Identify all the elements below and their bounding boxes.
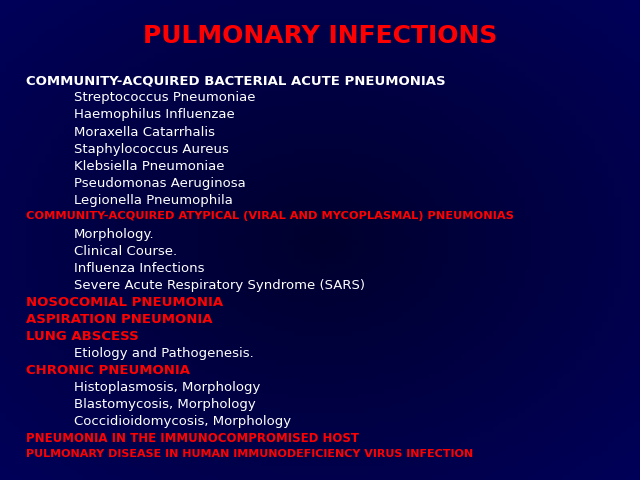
Text: Moraxella Catarrhalis: Moraxella Catarrhalis xyxy=(74,126,214,139)
Text: Morphology.: Morphology. xyxy=(74,228,154,241)
Text: Klebsiella Pneumoniae: Klebsiella Pneumoniae xyxy=(74,159,224,173)
Text: ASPIRATION PNEUMONIA: ASPIRATION PNEUMONIA xyxy=(26,313,212,326)
Text: COMMUNITY-ACQUIRED BACTERIAL ACUTE PNEUMONIAS: COMMUNITY-ACQUIRED BACTERIAL ACUTE PNEUM… xyxy=(26,74,445,87)
Text: LUNG ABSCESS: LUNG ABSCESS xyxy=(26,330,138,343)
Text: Staphylococcus Aureus: Staphylococcus Aureus xyxy=(74,143,228,156)
Text: Influenza Infections: Influenza Infections xyxy=(74,262,204,275)
Text: Severe Acute Respiratory Syndrome (SARS): Severe Acute Respiratory Syndrome (SARS) xyxy=(74,279,365,292)
Text: Streptococcus Pneumoniae: Streptococcus Pneumoniae xyxy=(74,91,255,105)
Text: PULMONARY DISEASE IN HUMAN IMMUNODEFICIENCY VIRUS INFECTION: PULMONARY DISEASE IN HUMAN IMMUNODEFICIE… xyxy=(26,449,473,459)
Text: Pseudomonas Aeruginosa: Pseudomonas Aeruginosa xyxy=(74,177,245,190)
Text: CHRONIC PNEUMONIA: CHRONIC PNEUMONIA xyxy=(26,364,189,377)
Text: Clinical Course.: Clinical Course. xyxy=(74,245,177,258)
Text: Histoplasmosis, Morphology: Histoplasmosis, Morphology xyxy=(74,381,260,394)
Text: NOSOCOMIAL PNEUMONIA: NOSOCOMIAL PNEUMONIA xyxy=(26,296,223,309)
Text: PULMONARY INFECTIONS: PULMONARY INFECTIONS xyxy=(143,24,497,48)
Text: Haemophilus Influenzae: Haemophilus Influenzae xyxy=(74,108,234,121)
Text: PNEUMONIA IN THE IMMUNOCOMPROMISED HOST: PNEUMONIA IN THE IMMUNOCOMPROMISED HOST xyxy=(26,432,358,445)
Text: Etiology and Pathogenesis.: Etiology and Pathogenesis. xyxy=(74,347,253,360)
Text: Legionella Pneumophila: Legionella Pneumophila xyxy=(74,193,232,207)
Text: Blastomycosis, Morphology: Blastomycosis, Morphology xyxy=(74,398,255,411)
Text: COMMUNITY-ACQUIRED ATYPICAL (VIRAL AND MYCOPLASMAL) PNEUMONIAS: COMMUNITY-ACQUIRED ATYPICAL (VIRAL AND M… xyxy=(26,211,513,221)
Text: Coccidioidomycosis, Morphology: Coccidioidomycosis, Morphology xyxy=(74,415,291,428)
